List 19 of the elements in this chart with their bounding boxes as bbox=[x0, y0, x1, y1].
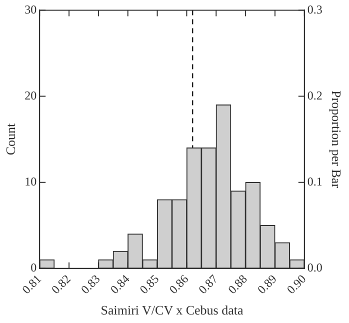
x-tick-label: 0.89 bbox=[254, 272, 280, 297]
y-tick-label: 30 bbox=[24, 2, 37, 16]
x-tick-label: 0.88 bbox=[225, 272, 250, 297]
x-tick-label: 0.85 bbox=[136, 272, 162, 297]
y-axis-title: Count bbox=[3, 123, 18, 156]
y-tick-label: 20 bbox=[24, 88, 37, 102]
y-tick-label: 10 bbox=[24, 174, 37, 188]
y2-tick-label: 0.2 bbox=[307, 88, 322, 102]
y2-tick-label: 0.1 bbox=[307, 174, 322, 188]
x-tick-label: 0.84 bbox=[107, 272, 132, 297]
x-axis-title: Saimiri V/CV x Cebus data bbox=[100, 302, 244, 318]
x-tick-label: 0.83 bbox=[78, 272, 103, 297]
x-tick-label: 0.82 bbox=[48, 272, 74, 297]
x-tick-label: 0.90 bbox=[284, 272, 309, 297]
y2-axis-title: Proportion per Bar bbox=[328, 90, 344, 189]
x-tick-label: 0.86 bbox=[166, 272, 192, 297]
x-tick-label: 0.87 bbox=[196, 272, 220, 297]
y2-tick-label: 0.0 bbox=[307, 260, 322, 275]
y2-tick-label: 0.3 bbox=[307, 2, 322, 16]
